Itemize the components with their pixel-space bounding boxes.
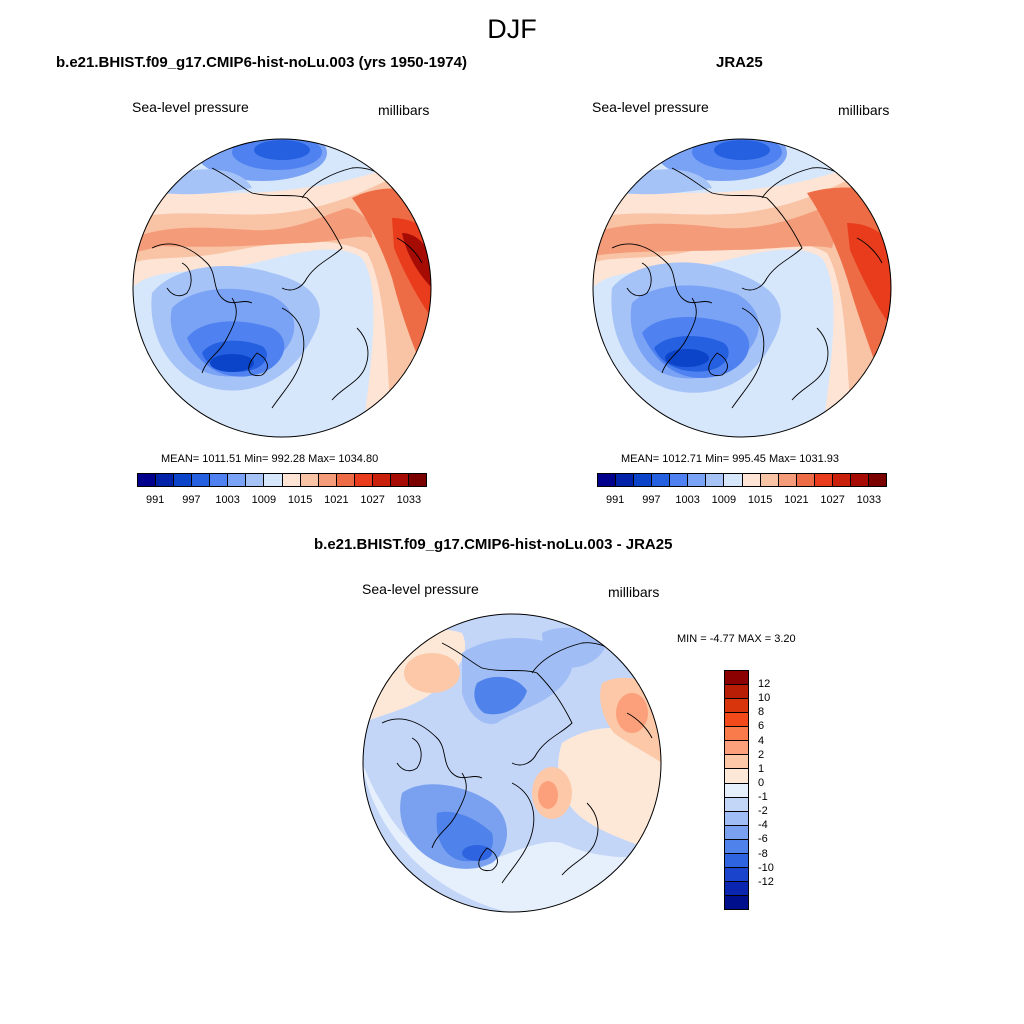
colorbar-tick-label: 8 [758,706,765,719]
colorbar-swatch [725,671,748,686]
colorbar-tick-label: 1015 [747,494,773,506]
colorbar-swatch [725,867,748,882]
colorbar-swatch [725,713,748,728]
obs-panel-title: JRA25 [716,54,763,71]
colorbar-tick-label: -12 [758,875,774,888]
colorbar-swatch [725,881,748,896]
colorbar-swatch [318,474,337,486]
colorbar-swatch [192,474,211,486]
colorbar-swatch [336,474,355,486]
colorbar-tick-label: 1027 [820,494,845,506]
colorbar-tick-label: 991 [145,494,165,506]
colorbar-swatch [174,474,193,486]
colorbar-swatch [372,474,391,486]
colorbar-swatch [814,474,833,486]
colorbar-tick-label: 1021 [324,494,349,506]
colorbar-tick-label: 10 [758,692,771,705]
colorbar-swatch [634,474,653,486]
colorbar-tick-label: -4 [758,819,768,832]
figure-title: DJF [487,14,537,44]
colorbar-swatch [354,474,373,486]
colorbar-swatch [725,811,748,826]
colorbar-tick-label: 1 [758,762,765,775]
colorbar-swatch [724,474,743,486]
colorbar-swatch [725,825,748,840]
obs-units-label: millibars [838,102,890,118]
colorbar-tick-label: 1015 [287,494,313,506]
colorbar-tick-label: -1 [758,791,768,804]
colorbar-swatch [725,755,748,770]
colorbar-swatch [228,474,247,486]
colorbar-swatch [760,474,779,486]
model-polar-map [132,138,432,438]
colorbar-tick-label: 997 [182,494,201,506]
colorbar-tick-label: 1009 [251,494,277,506]
colorbar-swatch [138,474,157,486]
colorbar-swatch [725,853,748,868]
colorbar-tick-label: 997 [642,494,661,506]
colorbar-swatch [725,797,748,812]
obs-stats: MEAN= 1012.71 Min= 995.45 Max= 1031.93 [621,453,840,465]
diff-colorbar [724,670,749,910]
diff-variable-label: Sea-level pressure [362,581,479,597]
colorbar-swatch [725,741,748,756]
colorbar-tick-label: -10 [758,861,774,874]
colorbar-tick-label: 1021 [784,494,809,506]
colorbar-swatch [796,474,815,486]
model-colorbar [137,473,427,487]
colorbar-swatch [850,474,869,486]
colorbar-swatch [300,474,319,486]
colorbar-swatch [725,783,748,798]
colorbar-tick-label: 1033 [396,494,422,506]
colorbar-tick-label: 6 [758,720,765,733]
colorbar-tick-label: 1033 [856,494,882,506]
colorbar-tick-label: 1027 [360,494,385,506]
colorbar-swatch [706,474,725,486]
obs-colorbar [597,473,887,487]
model-stats: MEAN= 1011.51 Min= 992.28 Max= 1034.80 [161,453,379,465]
colorbar-swatch [598,474,617,486]
colorbar-swatch [246,474,265,486]
colorbar-swatch [725,685,748,700]
colorbar-swatch [264,474,283,486]
colorbar-tick-label: -8 [758,847,768,860]
colorbar-swatch [688,474,707,486]
colorbar-swatch [778,474,797,486]
colorbar-swatch [868,474,886,486]
colorbar-swatch [616,474,635,486]
colorbar-swatch [282,474,301,486]
model-units-label: millibars [378,102,430,118]
colorbar-tick-label: -2 [758,805,768,818]
colorbar-swatch [832,474,851,486]
colorbar-swatch [725,896,748,910]
colorbar-swatch [652,474,671,486]
model-variable-label: Sea-level pressure [132,99,249,115]
colorbar-tick-label: 1009 [711,494,737,506]
colorbar-tick-label: 4 [758,734,765,747]
model-panel-title: b.e21.BHIST.f09_g17.CMIP6-hist-noLu.003 … [56,54,467,71]
colorbar-tick-label: 2 [758,748,765,761]
colorbar-swatch [725,727,748,742]
colorbar-swatch [670,474,689,486]
colorbar-swatch [156,474,175,486]
colorbar-swatch [725,839,748,854]
colorbar-swatch [742,474,761,486]
colorbar-swatch [408,474,426,486]
obs-polar-map [592,138,892,438]
colorbar-tick-label: 0 [758,776,765,789]
diff-panel-title: b.e21.BHIST.f09_g17.CMIP6-hist-noLu.003 … [314,536,673,553]
diff-polar-map [362,613,662,913]
obs-variable-label: Sea-level pressure [592,99,709,115]
colorbar-tick-label: 1003 [215,494,240,506]
diff-stats: MIN = -4.77 MAX = 3.20 [677,633,796,645]
colorbar-swatch [210,474,229,486]
colorbar-tick-label: 12 [758,678,771,691]
colorbar-swatch [390,474,409,486]
diff-units-label: millibars [608,584,660,600]
colorbar-swatch [725,699,748,714]
colorbar-swatch [725,769,748,784]
colorbar-tick-label: 1003 [675,494,700,506]
colorbar-tick-label: -6 [758,833,768,846]
colorbar-tick-label: 991 [605,494,625,506]
